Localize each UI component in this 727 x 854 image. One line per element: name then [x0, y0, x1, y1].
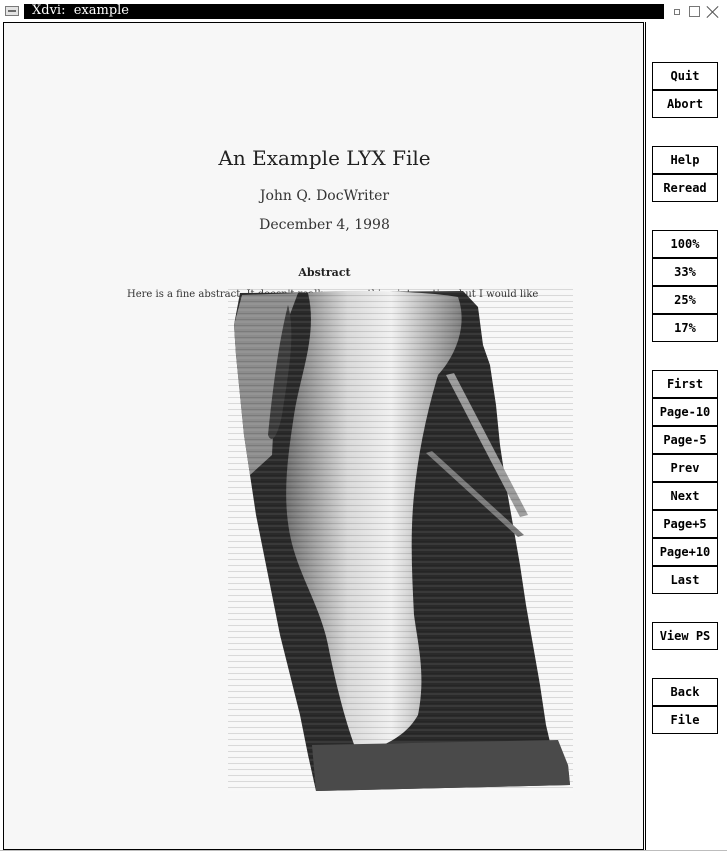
page-plus-5-button[interactable]: Page+5 — [652, 510, 718, 538]
title-bar[interactable]: Xdvi: example — [0, 0, 727, 22]
zoom-33-button[interactable]: 33% — [652, 258, 718, 286]
zoom-100-button[interactable]: 100% — [652, 230, 718, 258]
close-icon[interactable] — [706, 5, 720, 19]
window-menu-icon[interactable] — [5, 6, 19, 16]
document-title: An Example LYX File — [218, 146, 431, 170]
abstract-heading: Abstract — [298, 266, 351, 279]
reread-button[interactable]: Reread — [652, 174, 718, 202]
first-page-button[interactable]: First — [652, 370, 718, 398]
grayscale-tornado-image — [228, 285, 573, 793]
document-author: John Q. DocWriter — [259, 188, 390, 204]
page-minus-5-button[interactable]: Page-5 — [652, 426, 718, 454]
back-button[interactable]: Back — [652, 678, 718, 706]
control-panel: Quit Abort Help Reread 100% 33% 25% 17% … — [645, 22, 727, 850]
abort-button[interactable]: Abort — [652, 90, 718, 118]
window-bottom-border — [0, 850, 727, 854]
title-bar-label-area: Xdvi: example — [24, 3, 664, 19]
last-page-button[interactable]: Last — [652, 566, 718, 594]
page-minus-10-button[interactable]: Page-10 — [652, 398, 718, 426]
quit-button[interactable]: Quit — [652, 62, 718, 90]
dvi-page-view[interactable]: An Example LYX File John Q. DocWriter De… — [3, 22, 644, 850]
view-ps-button[interactable]: View PS — [652, 622, 718, 650]
next-page-button[interactable]: Next — [652, 482, 718, 510]
page-plus-10-button[interactable]: Page+10 — [652, 538, 718, 566]
window-title: Xdvi: example — [32, 3, 129, 18]
zoom-17-button[interactable]: 17% — [652, 314, 718, 342]
minimize-icon[interactable] — [674, 9, 680, 15]
document-date: December 4, 1998 — [259, 217, 390, 233]
file-button[interactable]: File — [652, 706, 718, 734]
maximize-icon[interactable] — [689, 6, 700, 17]
help-button[interactable]: Help — [652, 146, 718, 174]
zoom-25-button[interactable]: 25% — [652, 286, 718, 314]
prev-page-button[interactable]: Prev — [652, 454, 718, 482]
